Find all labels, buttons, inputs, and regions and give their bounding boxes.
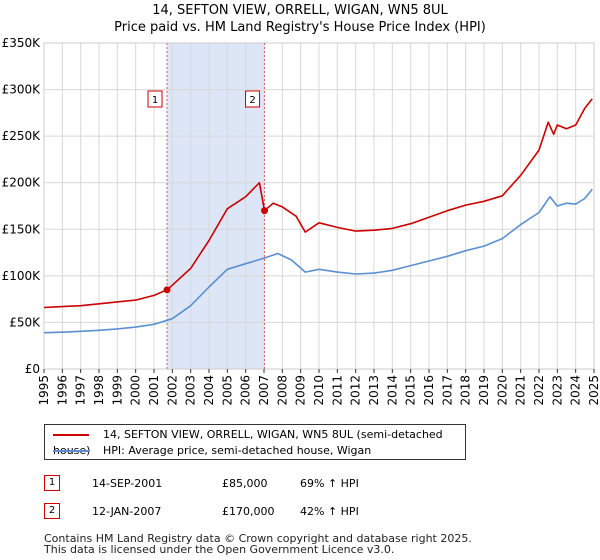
price-chart: £0 £50K £100K £150K £200K £250K £300K £350K 1995… [2, 36, 600, 406]
x-tick-label: 2016 [422, 375, 436, 406]
transaction-row: 2 12-JAN-2007 £170,000 42% ↑ HPI [0, 501, 600, 523]
transaction-price: £85,000 [222, 477, 268, 490]
x-tick-label: 2019 [477, 375, 491, 406]
x-tick-label: 2010 [312, 375, 326, 406]
x-tick-label: 2006 [239, 375, 253, 406]
sale-label-number: 2 [249, 95, 255, 106]
transaction-number: 2 [44, 503, 60, 519]
transaction-number: 1 [44, 475, 60, 491]
x-tick-label: 2009 [294, 375, 308, 406]
x-tick-label: 2001 [147, 375, 161, 406]
x-tick-label: 2025 [587, 375, 600, 406]
x-tick-label: 2004 [202, 375, 216, 406]
legend-swatch-property [53, 434, 89, 436]
x-tick-label: 2012 [349, 375, 363, 406]
x-tick-label: 2003 [184, 375, 198, 406]
sale-label-box [147, 90, 163, 108]
transaction-hpi: 42% ↑ HPI [300, 505, 359, 518]
transaction-row: 1 14-SEP-2001 £85,000 69% ↑ HPI [0, 473, 600, 495]
sale-point [261, 207, 269, 215]
x-tick-label: 2011 [330, 375, 344, 406]
x-tick-label: 2008 [275, 375, 289, 406]
legend-label-hpi: HPI: Average price, semi-detached house,… [103, 444, 372, 457]
transaction-hpi: 69% ↑ HPI [300, 477, 359, 490]
x-tick-label: 2022 [532, 375, 546, 406]
x-tick-label: 2021 [514, 375, 528, 406]
x-tick-label: 1997 [74, 375, 88, 406]
legend-item-hpi: HPI: Average price, semi-detached house,… [53, 443, 371, 459]
y-tick-label: £0 [25, 362, 40, 376]
sale-point [163, 286, 171, 294]
y-tick-label: £150K [2, 222, 42, 236]
x-tick-label: 2005 [220, 375, 234, 406]
legend-item-property: 14, SEFTON VIEW, ORRELL, WIGAN, WN5 8UL … [53, 427, 465, 457]
transaction-price: £170,000 [222, 505, 275, 518]
x-tick-label: 2000 [129, 375, 143, 406]
y-tick-label: £300K [2, 83, 42, 97]
y-tick-label: £250K [2, 129, 42, 143]
x-tick-label: 2015 [404, 375, 418, 406]
x-tick-label: 2007 [257, 375, 271, 406]
chart-title: 14, SEFTON VIEW, ORRELL, WIGAN, WN5 8UL [152, 3, 448, 18]
x-tick-label: 2014 [385, 375, 399, 406]
x-tick-label: 2023 [550, 375, 564, 406]
y-tick-label: £200K [2, 176, 42, 190]
x-tick-label: 1995 [37, 375, 51, 406]
x-tick-label: 1996 [55, 375, 69, 406]
transaction-date: 12-JAN-2007 [92, 505, 162, 518]
property-price-line [43, 98, 593, 309]
y-tick-label: £350K [2, 36, 42, 50]
x-tick-label: 2018 [459, 375, 473, 406]
x-tick-label: 2020 [495, 375, 509, 406]
y-tick-label: £50K [9, 315, 41, 329]
x-tick-label: 1998 [92, 375, 106, 406]
transaction-date: 14-SEP-2001 [92, 477, 163, 490]
x-tick-label: 2013 [367, 375, 381, 406]
x-tick-label: 2024 [569, 375, 583, 406]
y-tick-label: £100K [2, 269, 42, 283]
sale-label-number: 1 [152, 95, 158, 106]
hpi-line [43, 188, 593, 334]
chart-subtitle: Price paid vs. HM Land Registry's House … [114, 20, 486, 35]
x-tick-label: 2017 [440, 375, 454, 406]
x-tick-label: 1999 [110, 375, 124, 406]
footer-copyright: Contains HM Land Registry data © Crown c… [44, 532, 472, 545]
legend-swatch-hpi [53, 450, 89, 452]
sale-label-box [245, 90, 261, 108]
legend: 14, SEFTON VIEW, ORRELL, WIGAN, WN5 8UL … [44, 424, 466, 460]
footer-licence: This data is licensed under the Open Gov… [44, 543, 395, 556]
x-tick-label: 2002 [165, 375, 179, 406]
